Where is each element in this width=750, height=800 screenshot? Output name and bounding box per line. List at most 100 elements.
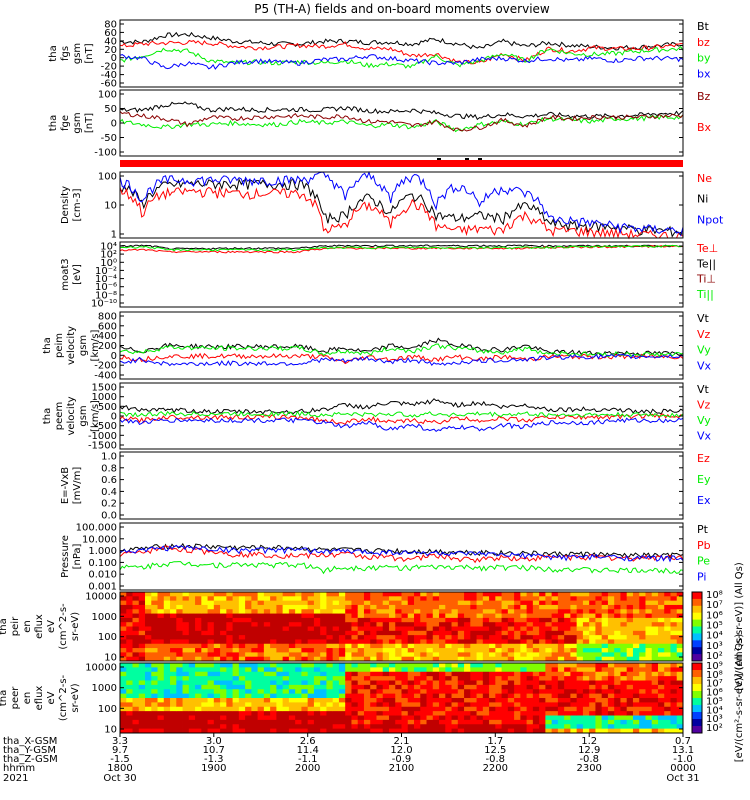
y-tick-label: -400 (94, 371, 117, 382)
pressure-series-line (119, 542, 684, 559)
y-label-line: E=-VxB (60, 467, 71, 504)
pressure-series-line (119, 545, 684, 563)
y-label-line: eflux (34, 614, 45, 639)
y-label-line: tha (0, 690, 9, 706)
y-label-line: Density (60, 186, 71, 224)
y-label-line: peir (10, 616, 21, 636)
y-label-line: gsm (72, 112, 83, 133)
fgs-series-line (120, 45, 684, 69)
y-tick-label: 0.001 (88, 582, 117, 593)
y-tick-label: 0 (111, 53, 117, 64)
y-tick-label: 10⁻⁴ (95, 274, 117, 285)
y-tick-label: -200 (94, 361, 117, 372)
colorbar-tick-label: 10⁶ (706, 610, 723, 621)
peer-y-label: tha peer en eflux eV (cm^2-s-sr-eV) (0, 674, 81, 721)
x-axis-cell: 1.7 (487, 736, 503, 747)
legend-entry: Te⊥ (696, 242, 718, 255)
x-axis-cell: 2200 (483, 763, 508, 774)
x-axis-date: Oct 31 (666, 773, 699, 784)
fge-y-label: tha fge gsm [nT] (48, 112, 95, 133)
y-tick-label: 80 (104, 20, 117, 31)
colorbar-tick-label: 10⁶ (706, 688, 723, 699)
x-axis-cell: 12.9 (578, 745, 600, 756)
colorbar-tick-label: 10⁴ (706, 705, 723, 716)
x-axis-cell: -0.8 (579, 754, 599, 765)
y-tick-label: 100.000 (76, 523, 117, 534)
legend-entry: Ey (697, 473, 711, 486)
y-tick-label: -50 (101, 133, 117, 144)
x-axis-cell: 2100 (389, 763, 414, 774)
panel-density: 100 10 1 Density [cm-3] Ne Ni Npot (60, 170, 724, 241)
x-axis-cell: 9.7 (112, 745, 128, 756)
y-tick-label: 100 (98, 704, 117, 715)
y-tick-label: 10 (104, 653, 117, 664)
fge-series-line (119, 114, 684, 133)
density-frame (119, 171, 684, 239)
y-tick-label: 100 (98, 90, 117, 101)
legend-entry: Bz (697, 90, 711, 103)
colorbar-tick-label: 10⁵ (706, 696, 723, 707)
legend-entry: Ti⊥ (696, 273, 716, 286)
colorbar-tick-label: 10⁵ (706, 621, 723, 632)
colorbar-tick-label: 10² (706, 723, 723, 734)
colorbar-tick-label: 10³ (706, 641, 723, 652)
x-axis-cell: -1.3 (204, 754, 224, 765)
x-axis-cell: 13.1 (672, 745, 694, 756)
y-tick-label: -500 (94, 421, 117, 432)
legend-entry: Pt (697, 523, 709, 536)
legend-entry: bz (697, 36, 710, 49)
peim-series-line (119, 352, 684, 365)
x-axis-cell: 2.1 (394, 736, 410, 747)
legend-entry: bx (697, 67, 711, 80)
y-label-line: [eV] (72, 264, 83, 285)
y-tick-label: 600 (98, 321, 117, 332)
legend-entry: Vz (697, 399, 711, 412)
y-label-line: tha (42, 337, 53, 353)
peem-y-label: tha peem velocity gsm [km/s] (42, 396, 101, 435)
y-tick-label: 10000 (85, 663, 117, 674)
y-tick-label: 100 (98, 632, 117, 643)
legend-entry: Bx (697, 121, 712, 134)
density-series-line (119, 178, 684, 238)
legend-entry: Ni (697, 193, 708, 206)
y-tick-label: 10⁴ (100, 242, 117, 253)
y-label-line: tha (42, 408, 53, 424)
x-axis-cell: 2.6 (300, 736, 316, 747)
y-tick-label: 0 (111, 119, 117, 130)
y-tick-label: 10⁻⁸ (95, 290, 117, 301)
y-tick-label: 200 (98, 341, 117, 352)
pressure-y-label: Pressure [nPa] (60, 535, 83, 578)
y-tick-label: 0.4 (101, 487, 117, 498)
y-tick-label: 50 (104, 104, 117, 115)
density-series-line (119, 186, 684, 240)
y-tick-label: 0.0 (101, 511, 117, 522)
peim-series-line (119, 343, 683, 358)
x-axis-row-label: tha_Z-GSM (3, 754, 58, 765)
y-label-line: [nT] (84, 43, 95, 63)
legend-entry: Ex (697, 494, 711, 507)
y-tick-label: 1 (111, 230, 117, 241)
x-axis-cell: 1.2 (581, 736, 597, 747)
legend-entry: Bt (697, 20, 710, 33)
x-axis-row-label: tha_Y-GSM (3, 745, 56, 756)
y-label-line: [nPa] (72, 543, 83, 569)
panel-fge: 100 50 0 -50 -100 tha fge gsm [nT] Bz Bx (48, 89, 712, 159)
legend-entry: Pb (697, 539, 711, 552)
y-label-line: sr-eV) (70, 683, 81, 712)
density-y-label: Density [cm-3] (60, 186, 83, 224)
pressure-frame (119, 522, 684, 591)
y-tick-label: 0.2 (101, 499, 117, 510)
fge-series-line (119, 101, 684, 121)
y-label-line: gsm (72, 43, 83, 64)
density-series-line (119, 170, 684, 237)
legend-entry: Vt (697, 312, 710, 325)
colorbar-tick-label: 10³ (706, 714, 723, 725)
x-axis-cell: 3.3 (112, 736, 128, 747)
peem-series-line (119, 413, 684, 425)
